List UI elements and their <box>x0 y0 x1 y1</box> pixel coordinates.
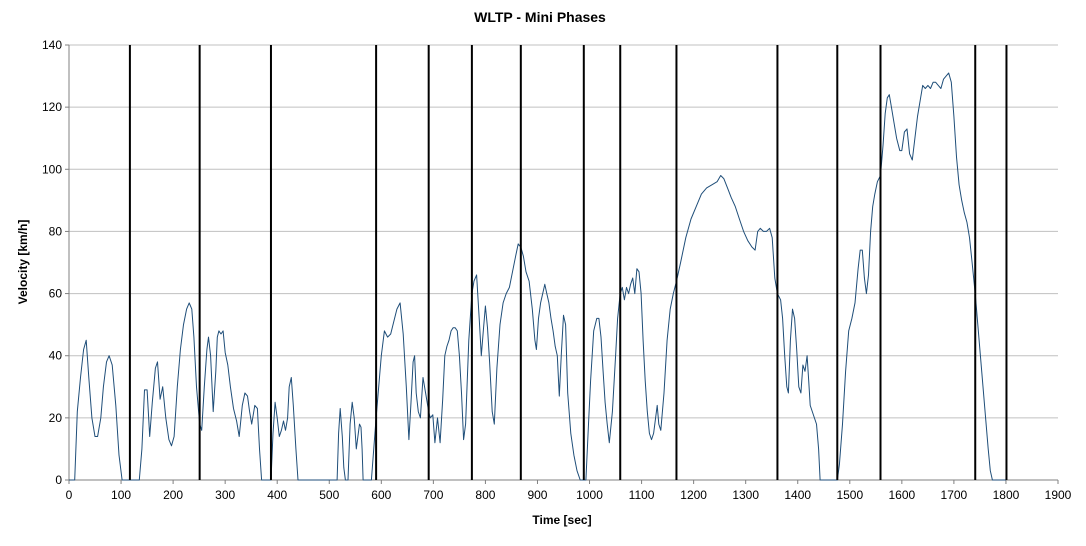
x-tick-label: 300 <box>215 488 235 502</box>
x-tick-label: 800 <box>475 488 495 502</box>
x-tick-label: 1700 <box>941 488 968 502</box>
phase-boundary-lines <box>128 45 1008 480</box>
y-tick-label: 80 <box>49 224 63 238</box>
x-tick-labels: 0 100 200 300 400 500 600 700 800 900 1000 1100 1200… <box>66 488 1072 502</box>
y-tick-label: 0 <box>55 473 62 487</box>
x-tick-label: 1800 <box>993 488 1020 502</box>
y-axis-title: Velocity [km/h] <box>16 220 30 305</box>
x-tick-label: 1600 <box>888 488 915 502</box>
x-tick-label: 700 <box>423 488 443 502</box>
x-tick-label: 500 <box>319 488 339 502</box>
x-axis-title: Time [sec] <box>532 513 591 527</box>
x-tick-label: 1200 <box>680 488 707 502</box>
axes <box>68 45 1058 481</box>
y-tick-label: 60 <box>49 287 63 301</box>
series-layer <box>69 72 1006 481</box>
x-tick-label: 100 <box>111 488 131 502</box>
x-tick-label: 400 <box>267 488 287 502</box>
chart-title: WLTP - Mini Phases <box>474 9 606 25</box>
x-tick-label: 1100 <box>629 488 655 502</box>
y-tick-label: 20 <box>49 411 63 425</box>
y-tick-label: 120 <box>42 100 62 114</box>
x-tick-label: 1900 <box>1045 488 1072 502</box>
x-tick-label: 1400 <box>784 488 811 502</box>
velocity-series-line <box>69 72 1006 481</box>
x-tick-label: 600 <box>371 488 391 502</box>
gridlines <box>65 44 1059 484</box>
y-tick-label: 40 <box>49 349 63 363</box>
y-tick-label: 100 <box>42 162 62 176</box>
x-tick-label: 200 <box>163 488 183 502</box>
y-tick-labels: 0 20 40 60 80 100 120 140 <box>42 38 62 487</box>
x-tick-label: 900 <box>527 488 547 502</box>
x-tick-label: 0 <box>66 488 73 502</box>
x-tick-label: 1300 <box>732 488 759 502</box>
y-tick-label: 140 <box>42 38 62 52</box>
x-tick-label: 1000 <box>576 488 603 502</box>
x-tick-label: 1500 <box>836 488 863 502</box>
